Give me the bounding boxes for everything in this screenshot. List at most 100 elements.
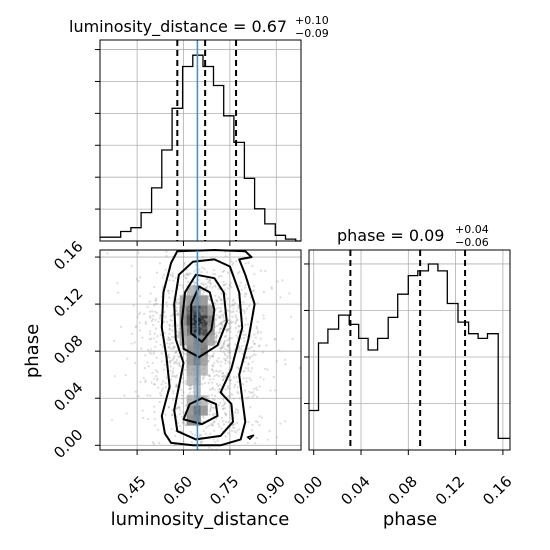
sample-point — [231, 321, 234, 324]
sample-point — [204, 317, 207, 320]
sample-point — [193, 381, 196, 384]
sample-point — [191, 340, 194, 343]
sample-point — [176, 407, 179, 410]
sample-point — [186, 325, 189, 328]
sample-point — [182, 274, 186, 277]
sample-point — [147, 365, 150, 368]
sample-point — [171, 319, 174, 322]
sample-point — [156, 335, 159, 338]
sample-point — [204, 286, 207, 289]
sample-point — [204, 320, 207, 323]
sample-point — [210, 338, 213, 341]
sample-point — [233, 423, 236, 426]
sample-point — [199, 412, 203, 415]
sample-point — [202, 372, 206, 375]
density-cell — [186, 355, 194, 366]
sample-point — [177, 331, 180, 334]
density-cell — [186, 285, 194, 296]
sample-point — [255, 327, 258, 330]
sample-point — [207, 397, 210, 400]
sample-point — [220, 302, 223, 305]
sample-point — [237, 307, 240, 310]
sample-point — [250, 346, 253, 349]
sample-point — [202, 414, 205, 418]
sample-point — [172, 398, 175, 401]
sample-point — [165, 254, 168, 258]
sample-point — [190, 386, 193, 390]
sample-point — [135, 278, 139, 281]
sample-point — [170, 359, 173, 362]
sample-point — [254, 442, 257, 445]
sample-point — [227, 345, 230, 348]
sample-point — [217, 306, 220, 309]
sample-point — [235, 376, 238, 379]
sample-point — [167, 336, 170, 339]
sample-point — [224, 282, 228, 285]
sample-point — [163, 363, 166, 366]
sample-point — [130, 342, 133, 345]
sample-point — [230, 286, 233, 289]
sample-point — [197, 295, 201, 298]
sample-point — [244, 333, 247, 336]
sample-point — [198, 349, 201, 352]
sample-point — [194, 362, 197, 365]
sample-point — [188, 337, 191, 340]
sample-point — [143, 367, 146, 370]
sample-point — [178, 406, 181, 409]
sample-point — [200, 357, 203, 360]
sample-point — [192, 362, 195, 365]
sample-point — [113, 339, 116, 342]
sample-point — [250, 391, 253, 395]
sample-point — [228, 328, 231, 331]
sample-point — [164, 316, 167, 319]
sample-point — [176, 362, 179, 365]
sample-point — [215, 300, 218, 303]
sample-point — [204, 382, 207, 385]
sample-point — [169, 369, 172, 372]
sample-point — [158, 262, 162, 265]
sample-point — [206, 271, 209, 274]
sample-point — [171, 414, 174, 417]
sample-point — [193, 284, 196, 287]
sample-point — [216, 439, 219, 442]
sample-point — [244, 323, 247, 326]
sample-point — [151, 371, 154, 374]
sample-point — [209, 279, 212, 282]
sample-point — [217, 357, 220, 360]
sample-point — [228, 338, 231, 341]
sample-point — [184, 352, 187, 355]
sample-point — [242, 370, 245, 373]
sample-point — [193, 307, 196, 310]
sample-point — [225, 328, 228, 331]
sample-point — [231, 423, 235, 427]
sample-point — [214, 273, 217, 276]
sample-point — [160, 383, 163, 386]
sample-point — [188, 287, 191, 290]
sample-point — [165, 250, 168, 253]
sample-point — [194, 378, 197, 381]
sample-point — [163, 311, 166, 314]
sample-point — [212, 341, 215, 344]
sample-point — [279, 422, 282, 425]
y-tick-label: 0.08 — [50, 331, 86, 367]
sample-point — [227, 327, 230, 330]
sample-point — [227, 309, 231, 312]
sample-point — [172, 389, 175, 392]
sample-point — [193, 302, 196, 305]
sample-point — [183, 261, 186, 264]
sample-point — [191, 408, 194, 411]
sample-point — [204, 339, 208, 343]
sample-point — [142, 416, 145, 419]
sample-point — [170, 315, 173, 318]
sample-point — [213, 322, 216, 325]
sample-point — [143, 312, 146, 315]
sample-point — [235, 309, 238, 312]
sample-point — [284, 420, 287, 423]
sample-point — [234, 408, 237, 411]
sample-point — [209, 407, 212, 410]
sample-point — [154, 327, 157, 330]
x-axis-label-left: luminosity_distance — [111, 509, 290, 530]
sample-point — [194, 327, 197, 330]
sample-point — [194, 332, 198, 335]
sample-point — [243, 389, 247, 392]
